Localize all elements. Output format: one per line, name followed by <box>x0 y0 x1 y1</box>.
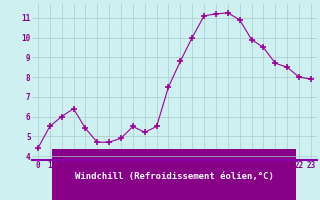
X-axis label: Windchill (Refroidissement éolien,°C): Windchill (Refroidissement éolien,°C) <box>75 172 274 181</box>
